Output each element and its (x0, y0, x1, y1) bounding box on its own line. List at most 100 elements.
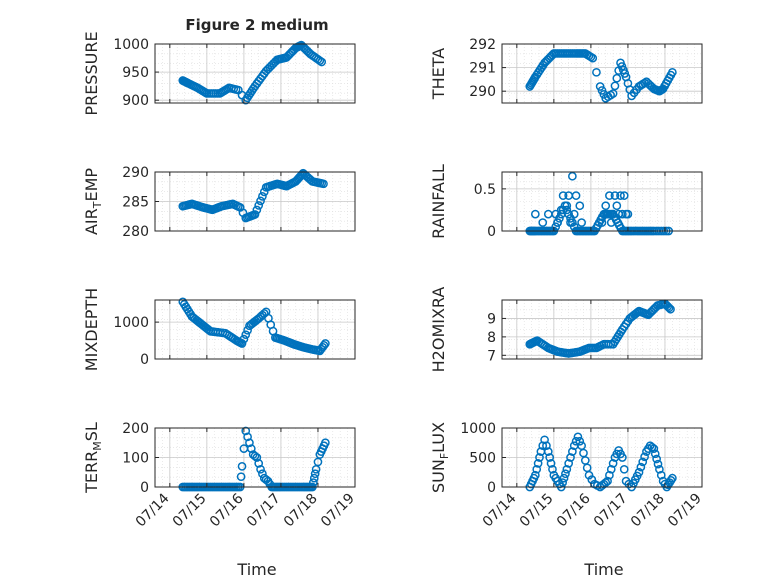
data-point (616, 191, 625, 200)
data-point (608, 459, 618, 468)
y-axis-label: PRESSURE (82, 31, 101, 115)
data-point (619, 191, 629, 200)
y-tick-label: 0 (140, 352, 149, 368)
data-point (535, 453, 544, 462)
y-tick-label: 100 (122, 451, 149, 467)
data-point (561, 469, 570, 479)
data-point (548, 464, 557, 474)
y-axis-label: SUNFLUX (429, 422, 451, 493)
subplot-4: 0 0.5 RAINFALL (429, 164, 703, 240)
data-point (668, 473, 677, 483)
data-point (566, 218, 575, 227)
subplot-3: 280 285 290 AIRTEMP (82, 165, 356, 240)
y-tick-label: 8 (487, 330, 496, 346)
data-point (656, 470, 666, 480)
subplot-6: 7 8 9 H2OMIXRA (429, 287, 703, 373)
data-point (575, 201, 585, 211)
subplot-5: 0 1000 MIXDEPTH (82, 288, 356, 371)
data-point (619, 464, 629, 474)
data-point (605, 191, 614, 200)
data-point (571, 436, 581, 446)
data-point (668, 67, 677, 77)
data-point (256, 464, 265, 474)
data-point (540, 435, 549, 445)
subplot-2: 290 291 292 THETA (429, 37, 703, 104)
data-point (256, 196, 265, 206)
data-point (618, 209, 627, 219)
data-point (254, 201, 264, 210)
y-tick-label: 1000 (113, 315, 149, 331)
data-point (308, 478, 318, 487)
data-point (603, 209, 612, 219)
data-point (575, 436, 585, 446)
data-point (612, 73, 622, 83)
data-point (559, 473, 569, 483)
data-point (562, 464, 572, 474)
y-axis-label: H2OMIXRA (429, 287, 448, 373)
data-point (258, 192, 267, 201)
data-point (254, 459, 264, 468)
data-point (321, 339, 330, 348)
axes-box (154, 43, 356, 104)
y-tick-label: 290 (122, 165, 149, 181)
data-point (562, 201, 572, 211)
data-point (587, 475, 597, 484)
data-point (321, 438, 330, 448)
y-tick-label: 292 (469, 37, 496, 53)
data-point (610, 191, 620, 200)
y-tick-label: 7 (487, 348, 496, 364)
data-point (606, 464, 616, 474)
data-point (532, 464, 542, 474)
y-axis-label: THETA (429, 48, 448, 100)
data-point (653, 459, 663, 469)
data-point (603, 476, 612, 486)
data-point (584, 470, 594, 480)
data-point (664, 303, 674, 313)
data-point (239, 334, 249, 344)
data-point (558, 191, 568, 200)
data-point (577, 218, 586, 227)
data-point (310, 469, 320, 479)
y-tick-label: 9 (487, 311, 496, 327)
axes-box (501, 299, 703, 360)
data-point (636, 462, 646, 472)
data-point (571, 191, 581, 200)
data-point (530, 470, 540, 480)
data-point (538, 218, 548, 227)
data-point (545, 453, 555, 462)
data-point (647, 442, 657, 452)
y-axis-label: AIRTEMP (82, 168, 104, 235)
data-point (317, 57, 327, 67)
data-point (243, 432, 252, 442)
y-axis-label: MIXDEPTH (82, 288, 101, 371)
data-point (551, 209, 561, 219)
data-point (608, 209, 618, 219)
data-point (546, 459, 556, 468)
data-point (319, 341, 329, 350)
x-axis-label-right: Time (583, 560, 623, 579)
data-point (568, 447, 577, 456)
data-point (252, 453, 262, 462)
x-axis-label-left: Time (236, 560, 276, 579)
data-point (237, 339, 247, 348)
data-point (618, 453, 627, 462)
data-point (241, 426, 251, 436)
data-point (530, 209, 540, 219)
data-point (309, 473, 319, 483)
figure-title: Figure 2 medium (185, 16, 328, 34)
y-tick-label: 950 (122, 65, 149, 81)
data-point (592, 67, 601, 77)
data-point (558, 478, 567, 487)
data-point (601, 201, 611, 211)
data-point (538, 441, 548, 451)
data-point (553, 218, 562, 227)
y-tick-label: 0 (487, 480, 496, 496)
data-point (634, 467, 644, 477)
data-point (566, 453, 575, 462)
data-point (568, 171, 577, 181)
data-point (542, 441, 551, 451)
y-tick-label: 290 (469, 84, 496, 100)
y-axis-label: RAINFALL (429, 164, 448, 239)
